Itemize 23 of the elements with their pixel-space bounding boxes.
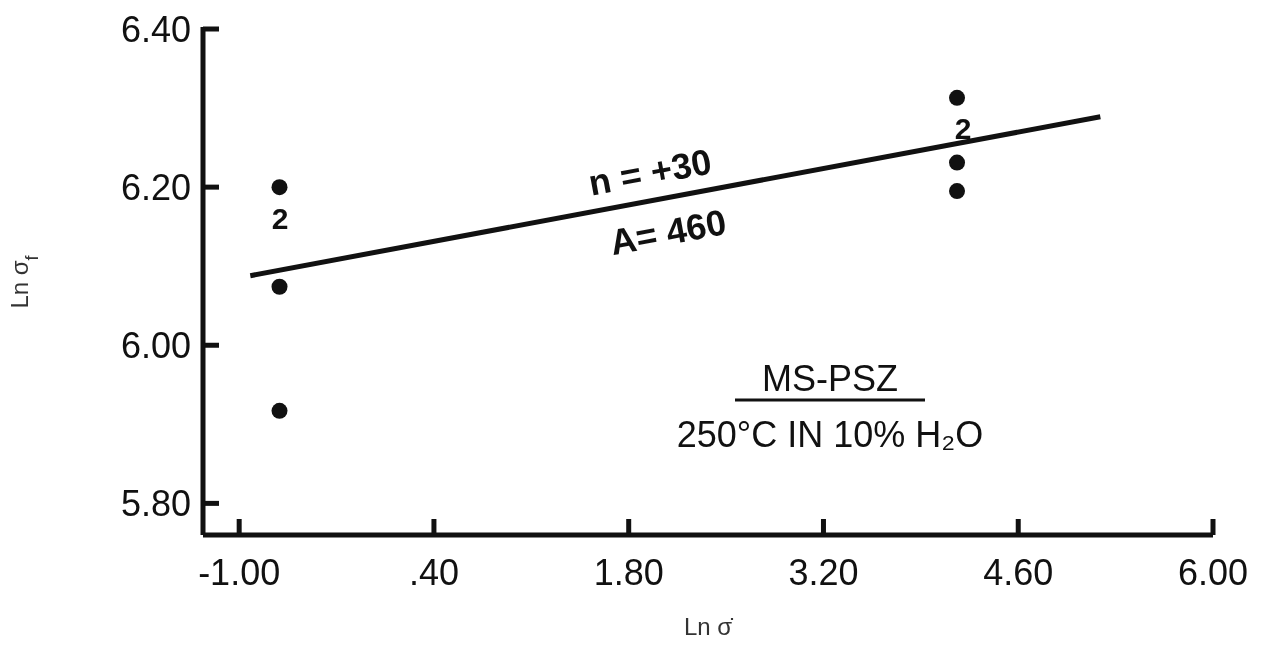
y-tick-label: 6.20	[120, 166, 191, 208]
annotation: n = +30	[585, 140, 715, 204]
annotation: A= 460	[606, 201, 730, 264]
x-tick-label: -1.00	[198, 552, 281, 593]
point	[949, 154, 966, 171]
annotation: 2	[271, 201, 289, 235]
x-axis-title: Ln σ̇	[683, 613, 735, 640]
point	[949, 183, 966, 200]
point	[271, 179, 288, 196]
x-tick-label: 3.20	[788, 552, 859, 593]
point	[949, 89, 966, 106]
annotation: 2	[954, 111, 972, 145]
x-tick-label: 4.60	[983, 552, 1054, 593]
y-tick-label: 6.40	[120, 8, 191, 50]
x-tick-label: 1.80	[593, 552, 664, 593]
point	[271, 402, 288, 419]
x-tick-label: .40	[408, 552, 459, 593]
point	[271, 278, 288, 295]
y-tick-label: 5.80	[120, 482, 191, 524]
x-tick-label: 6.00	[1177, 552, 1249, 593]
y-tick-label: 6.00	[120, 324, 191, 366]
annotation: 250°C IN 10% H₂O	[676, 413, 984, 455]
annotation: MS-PSZ	[761, 357, 899, 399]
